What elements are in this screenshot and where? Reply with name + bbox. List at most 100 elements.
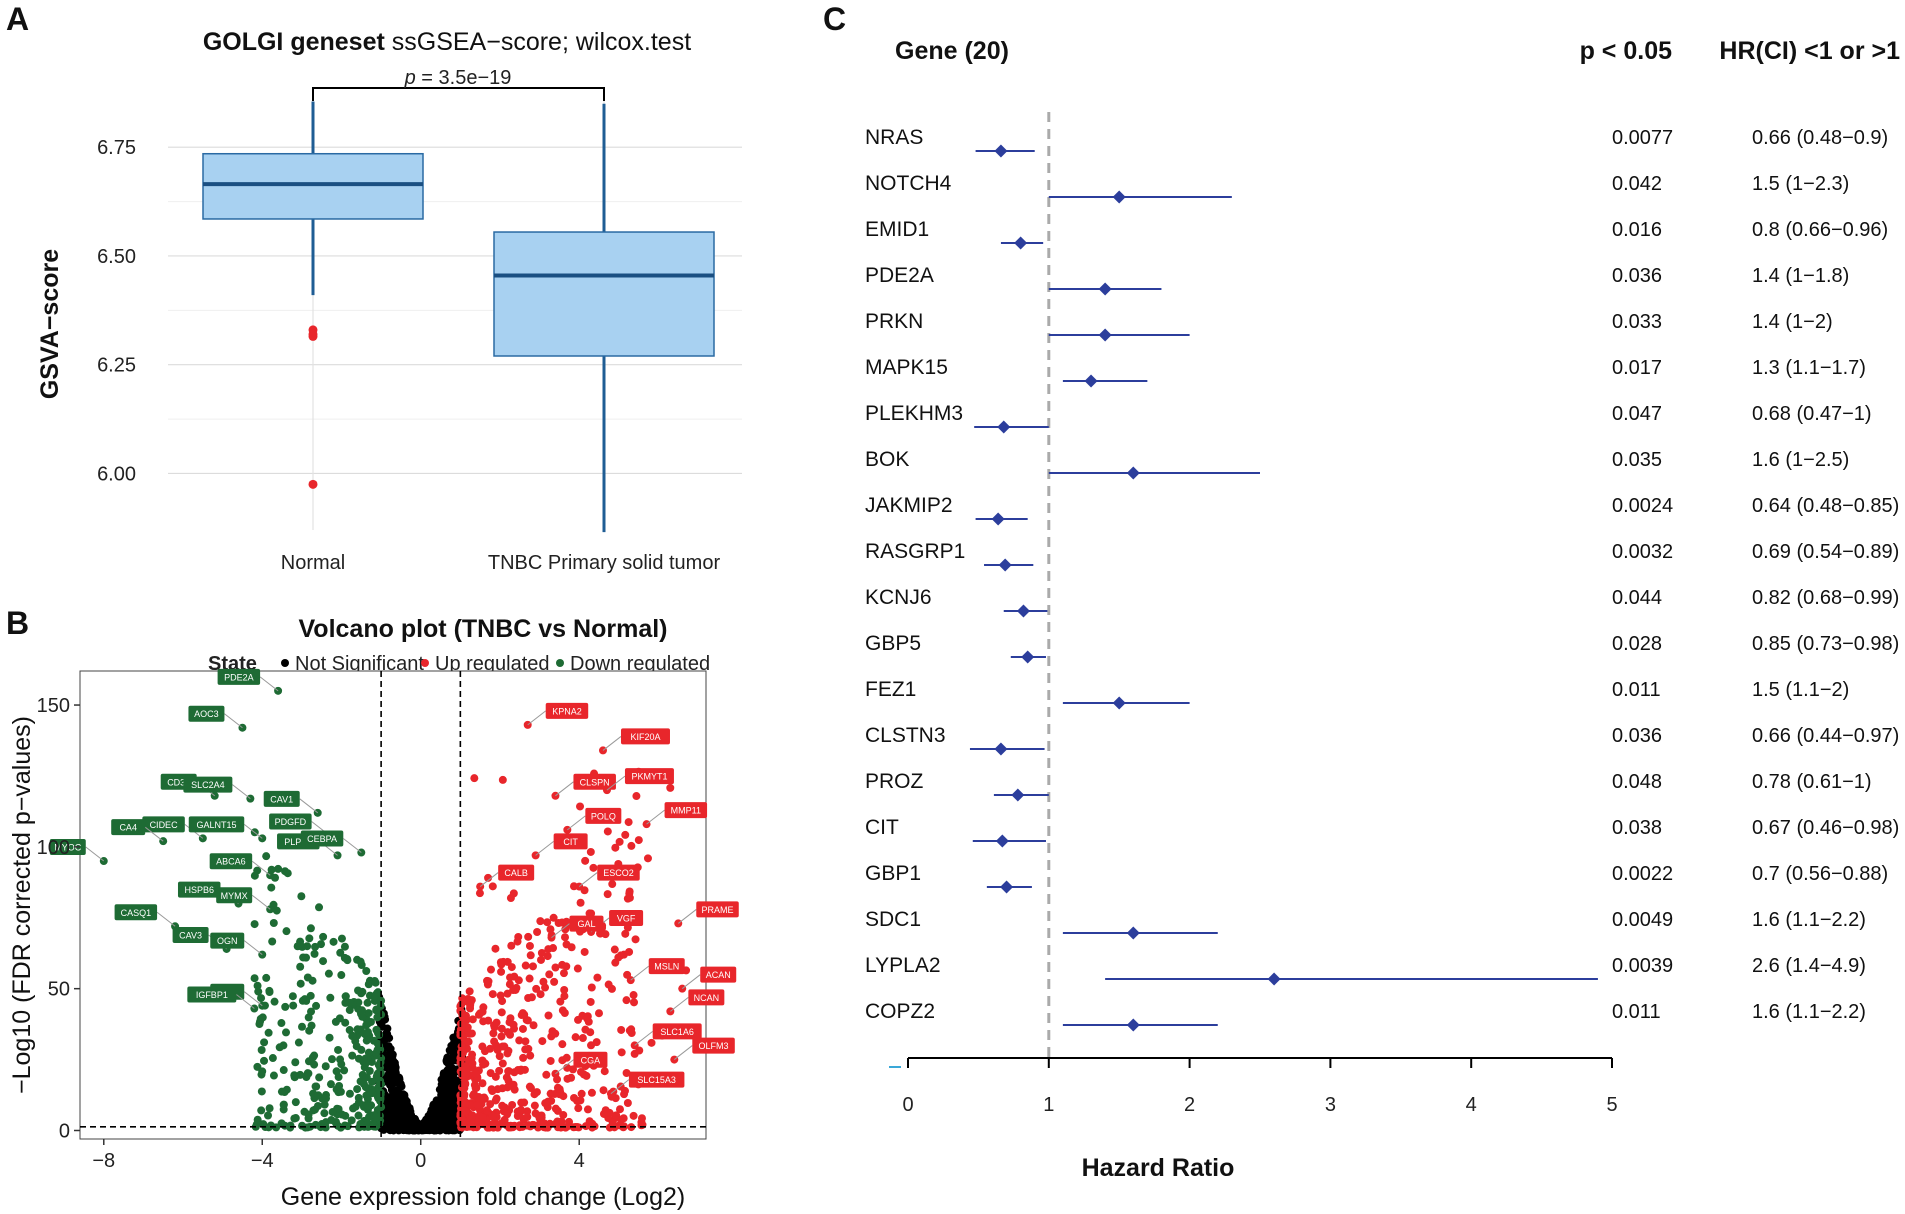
- gene-label-cebpa: CEBPA: [300, 830, 366, 857]
- forest-hr-marker: [1112, 696, 1126, 710]
- point-up-regulated: [583, 1105, 592, 1114]
- point-up-regulated: [497, 967, 506, 976]
- point-up-regulated: [507, 941, 516, 950]
- gene-label-cit: CIT: [531, 833, 588, 860]
- forest-row-gbp5: GBP5 0.028 0.85 (0.73−0.98): [865, 632, 1899, 664]
- label-leader: [677, 909, 697, 924]
- label-leader: [243, 823, 263, 839]
- point-down-regulated: [254, 987, 263, 996]
- point-up-regulated: [511, 985, 520, 994]
- point-down-regulated: [257, 1106, 266, 1115]
- point-up-regulated: [460, 1092, 469, 1101]
- forest-row-jakmip2: JAKMIP2 0.0024 0.64 (0.48−0.85): [865, 494, 1899, 526]
- boxplot-title: GOLGI geneset ssGSEA−score; wilcox.test: [203, 28, 691, 56]
- point-not-significant: [431, 1107, 440, 1116]
- gene-label-myoc: MYOC: [49, 839, 108, 866]
- point-down-regulated: [303, 973, 312, 982]
- point-up-regulated: [542, 1070, 551, 1079]
- forest-p-value: 0.0032: [1612, 541, 1673, 563]
- point-down-regulated: [269, 919, 278, 928]
- label-leader: [85, 846, 105, 862]
- point-up-regulated: [486, 965, 495, 974]
- label-leader: [224, 713, 243, 729]
- point-up-regulated: [537, 948, 546, 957]
- point-up-regulated: [550, 977, 559, 986]
- x-tick-label: −8: [92, 1150, 115, 1172]
- point-up-regulated: [608, 1118, 617, 1127]
- point-not-significant: [380, 1036, 389, 1045]
- forest-hr-ci: 0.85 (0.73−0.98): [1752, 633, 1899, 655]
- label-text: CALB: [504, 868, 528, 878]
- label-leader: [610, 1079, 630, 1095]
- point-not-significant: [439, 1106, 448, 1115]
- point-not-significant: [409, 1126, 418, 1135]
- point-up-regulated: [630, 998, 639, 1007]
- forest-hr-marker: [1021, 650, 1035, 664]
- point-up-regulated: [457, 1042, 466, 1051]
- panel-b-volcano: B Volcano plot (TNBC vs Normal) State Not…: [6, 605, 739, 1211]
- point-up-regulated: [559, 969, 568, 978]
- point-up-regulated: [472, 1069, 481, 1078]
- point-up-regulated: [471, 1083, 480, 1092]
- point-up-regulated: [495, 1052, 504, 1061]
- point-down-regulated: [298, 1022, 307, 1031]
- point-not-significant: [383, 1105, 392, 1114]
- point-up-regulated: [643, 854, 652, 863]
- label-leader: [243, 940, 263, 956]
- gene-label-aoc3: AOC3: [188, 705, 247, 732]
- label-box: [498, 864, 535, 881]
- point-up-regulated: [524, 1044, 533, 1053]
- point-up-regulated: [504, 1067, 513, 1076]
- point-down-regulated: [310, 1060, 319, 1069]
- point-down-regulated: [311, 942, 320, 951]
- y-tick-label: 100: [37, 837, 70, 859]
- label-leader: [578, 872, 598, 887]
- point-up-regulated: [473, 1100, 482, 1109]
- point-down-regulated: [364, 1048, 373, 1057]
- label-box: [573, 773, 616, 790]
- label-box: [609, 909, 644, 926]
- point-up-regulated: [462, 1065, 471, 1074]
- label-leader: [479, 872, 499, 887]
- point-down-regulated: [362, 1073, 371, 1082]
- point-down-regulated: [326, 1080, 335, 1089]
- point-down-regulated: [377, 1054, 386, 1063]
- label-box: [114, 904, 158, 921]
- forest-hr-ci: 1.6 (1.1−2.2): [1752, 909, 1866, 931]
- point-down-regulated: [340, 953, 349, 962]
- gene-label-mymx: MYMX: [216, 887, 275, 914]
- point-up-regulated: [510, 1085, 519, 1094]
- point-down-regulated: [373, 1013, 382, 1022]
- label-text: POLQ: [591, 811, 616, 821]
- point-down-regulated: [362, 967, 371, 976]
- point-up-regulated: [478, 1007, 487, 1016]
- forest-row-copz2: COPZ2 0.011 1.6 (1.1−2.2): [865, 1000, 1866, 1032]
- y-tick-label: 6.25: [97, 355, 136, 377]
- point-not-significant: [442, 1078, 450, 1087]
- forest-hr-marker: [1000, 880, 1014, 894]
- point-down-regulated: [328, 1107, 337, 1116]
- point-up-regulated: [560, 992, 569, 1001]
- gene-label-ca4: CA4: [111, 819, 168, 846]
- point-down-regulated: [257, 994, 266, 1003]
- point-up-regulated: [505, 980, 514, 989]
- point-down-regulated: [357, 1006, 366, 1015]
- point-up-regulated: [487, 1085, 496, 1094]
- point-up-regulated: [499, 957, 508, 966]
- gene-label-ncan: NCAN: [666, 989, 725, 1016]
- label-box: [188, 705, 225, 722]
- point-up-regulated: [517, 1011, 526, 1020]
- label-text: OGN: [217, 936, 238, 946]
- label-box: [628, 1071, 685, 1088]
- point-down-regulated: [291, 1098, 300, 1107]
- forest-hr-marker: [995, 834, 1009, 848]
- forest-row-cit: CIT 0.038 0.67 (0.46−0.98): [865, 816, 1899, 848]
- forest-x-tick-label: 0: [902, 1094, 913, 1116]
- volcano-x-label: Gene expression fold change (Log2): [281, 1183, 685, 1211]
- label-box: [664, 802, 708, 819]
- gene-label-ogn: OGN: [210, 932, 267, 959]
- label-leader: [236, 994, 255, 1009]
- forest-p-value: 0.035: [1612, 449, 1662, 471]
- forest-gene-label: NRAS: [865, 126, 923, 149]
- point-down-regulated: [270, 997, 279, 1006]
